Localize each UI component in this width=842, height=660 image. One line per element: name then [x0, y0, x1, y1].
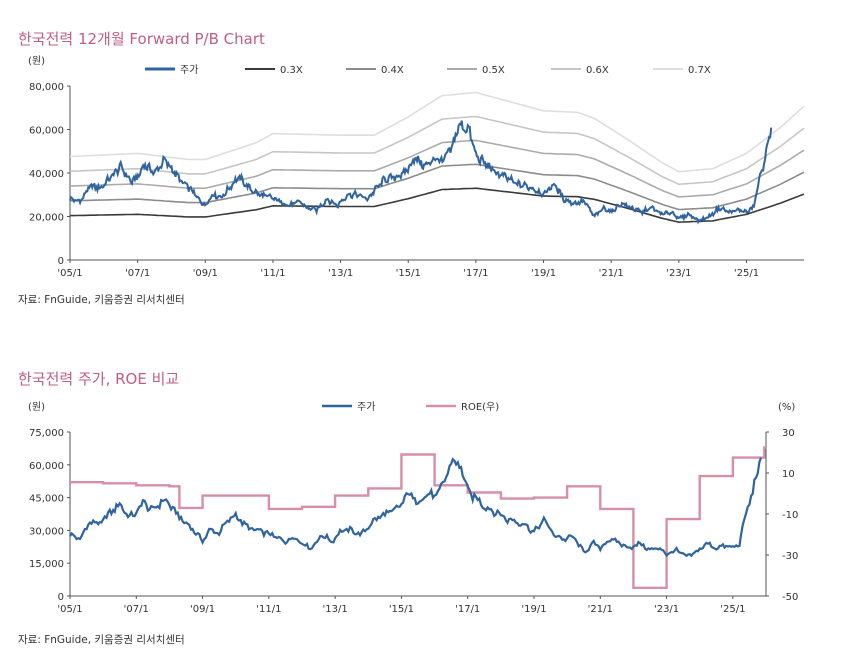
chart2-x-tick-label: '11/1: [256, 604, 281, 615]
chart1-series-0.4X: [70, 163, 805, 211]
chart2-y-tick-label-left: 15,000: [29, 559, 64, 570]
chart2-y-unit-left: (원): [28, 401, 45, 413]
chart1-legend-label: 0.3X: [280, 65, 303, 76]
chart1-x-tick-label: '15/1: [396, 268, 421, 279]
chart1-x-tick-label: '05/1: [57, 268, 82, 279]
chart1-legend-label: 주가: [180, 64, 198, 76]
chart2-x-tick-label: '23/1: [654, 604, 679, 615]
chart2-x-tick-label: '21/1: [588, 604, 613, 615]
chart2-y-unit-right: (%): [778, 402, 795, 413]
chart2-y-tick-label-right: 10: [782, 469, 795, 480]
chart1-x-tick-label: '11/1: [260, 268, 285, 279]
chart1-x-tick-label: '21/1: [599, 268, 624, 279]
chart2-y-tick-label-left: 0: [58, 592, 64, 603]
chart2-x-tick-label: '19/1: [521, 604, 546, 615]
chart1-series-price: [69, 120, 773, 225]
chart1-y-tick-label: 80,000: [29, 82, 64, 93]
chart1-legend-label: 0.6X: [586, 65, 609, 76]
pb-band-chart: (원) 80,000 60,000 40,000 20,000 0'05/1 '07/1 '0…: [28, 55, 805, 279]
chart1-x-tick-label: '23/1: [666, 268, 691, 279]
chart2-title: 한국전력 주가, ROE 비교: [18, 370, 180, 388]
chart2-y-tick-label-left: 60,000: [29, 461, 64, 472]
chart2-x-tick-label: '05/1: [57, 604, 82, 615]
chart1-x-tick-label: '17/1: [463, 268, 488, 279]
chart1-series-0.5X: [69, 139, 805, 198]
chart2-y-tick-label-left: 45,000: [29, 494, 64, 505]
chart1-legend-label: 0.5X: [482, 65, 505, 76]
chart2-y-tick-label-right: -10: [782, 510, 798, 521]
chart1-series-0.7X: [69, 91, 805, 173]
chart1-y-unit: (원): [28, 55, 45, 67]
chart1-source: 자료: FnGuide, 키움증권 리서치센터: [18, 294, 185, 306]
chart2-y-tick-label-left: 30,000: [29, 526, 64, 537]
chart2-y-tick-label-right: -30: [782, 551, 798, 562]
chart2-source: 자료: FnGuide, 키움증권 리서치센터: [18, 634, 185, 646]
chart2-x-tick-label: '25/1: [720, 604, 745, 615]
chart2-x-tick-label: '09/1: [190, 604, 215, 615]
chart2-y-tick-label-right: -50: [782, 592, 798, 603]
chart1-x-tick-label: '25/1: [734, 268, 759, 279]
chart1-y-tick-label: 20,000: [29, 213, 64, 224]
chart2-series-roe: [70, 446, 766, 589]
chart2-x-tick-label: '17/1: [455, 604, 480, 615]
chart1-x-tick-label: '07/1: [125, 268, 150, 279]
chart2-legend-label: ROE(우): [461, 401, 499, 413]
chart1-y-tick-label: 40,000: [29, 169, 64, 180]
chart1-series-0.6X: [69, 115, 805, 186]
chart2-series-price: [69, 457, 763, 558]
chart2-x-tick-label: '15/1: [389, 604, 414, 615]
chart1-x-tick-label: '09/1: [193, 268, 218, 279]
chart1-x-tick-label: '13/1: [328, 268, 353, 279]
chart1-legend-label: 0.4X: [381, 65, 404, 76]
chart1-legend-label: 0.7X: [688, 65, 711, 76]
chart2-y-tick-label-left: 75,000: [29, 428, 64, 439]
chart2-legend-label: 주가: [357, 401, 375, 413]
chart1-y-tick-label: 60,000: [29, 126, 64, 137]
chart1-series-0.3X: [70, 187, 805, 224]
chart1-title: 한국전력 12개월 Forward P/B Chart: [18, 30, 265, 48]
chart2-y-tick-label-right: 30: [782, 428, 795, 439]
chart2-x-tick-label: '13/1: [323, 604, 348, 615]
chart1-y-tick-label: 0: [58, 256, 64, 267]
chart1-x-tick-label: '19/1: [531, 268, 556, 279]
chart2-x-tick-label: '07/1: [124, 604, 149, 615]
